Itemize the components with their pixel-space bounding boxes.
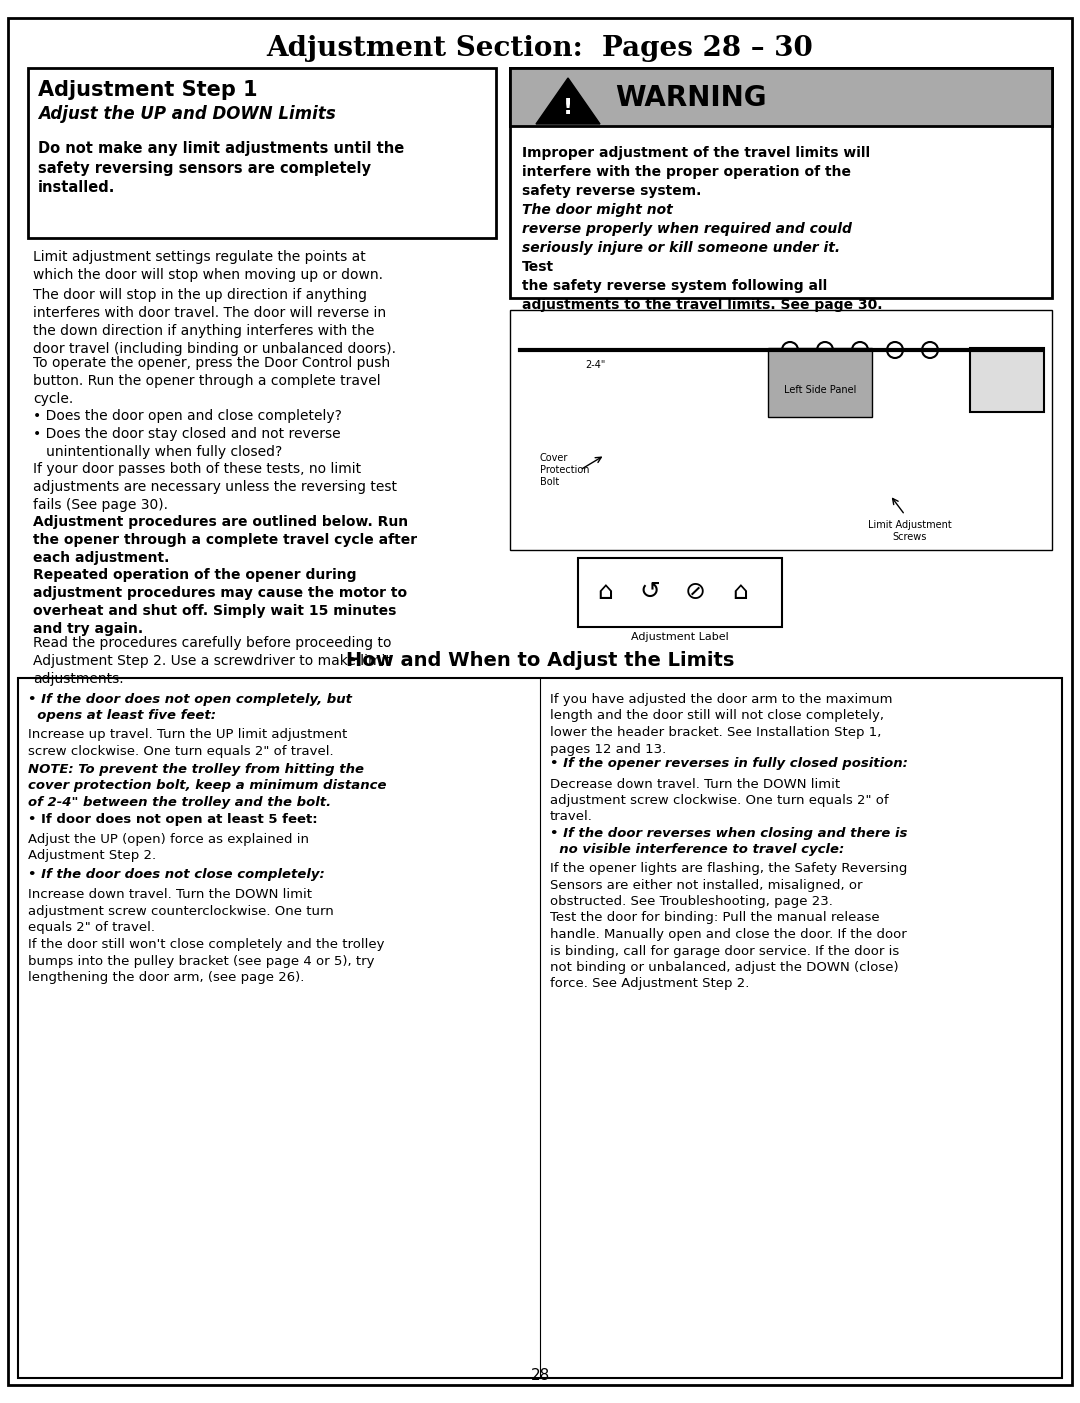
FancyBboxPatch shape — [510, 310, 1052, 550]
Text: Adjust the UP (open) force as explained in
Adjustment Step 2.: Adjust the UP (open) force as explained … — [28, 833, 309, 863]
FancyBboxPatch shape — [510, 67, 1052, 126]
FancyBboxPatch shape — [768, 348, 872, 417]
Text: interfere with the proper operation of the: interfere with the proper operation of t… — [522, 166, 851, 180]
Text: 28: 28 — [530, 1368, 550, 1382]
Text: !: ! — [563, 98, 573, 118]
FancyBboxPatch shape — [18, 678, 1062, 1378]
Text: the safety reverse system following all: the safety reverse system following all — [522, 279, 827, 293]
Text: safety reverse system.: safety reverse system. — [522, 184, 701, 198]
Text: If your door passes both of these tests, no limit
adjustments are necessary unle: If your door passes both of these tests,… — [33, 462, 397, 512]
Text: Cover
Protection
Bolt: Cover Protection Bolt — [540, 453, 590, 487]
Text: Test the door for binding: Pull the manual release
handle. Manually open and clo: Test the door for binding: Pull the manu… — [550, 912, 907, 991]
Polygon shape — [536, 79, 600, 123]
Text: Limit Adjustment
Screws: Limit Adjustment Screws — [868, 521, 951, 542]
FancyBboxPatch shape — [510, 67, 1052, 297]
Text: • If the opener reverses in fully closed position:: • If the opener reverses in fully closed… — [550, 758, 908, 770]
Text: Adjustment Step 1: Adjustment Step 1 — [38, 80, 258, 100]
Text: Do not make any limit adjustments until the
safety reversing sensors are complet: Do not make any limit adjustments until … — [38, 140, 404, 195]
Text: ⌂: ⌂ — [597, 579, 613, 605]
Text: Decrease down travel. Turn the DOWN limit
adjustment screw clockwise. One turn e: Decrease down travel. Turn the DOWN limi… — [550, 777, 889, 824]
Text: Repeated operation of the opener during
adjustment procedures may cause the moto: Repeated operation of the opener during … — [33, 568, 407, 636]
FancyBboxPatch shape — [578, 558, 782, 627]
Text: The door might not: The door might not — [522, 203, 673, 217]
Text: ⊘: ⊘ — [685, 579, 705, 605]
Text: WARNING: WARNING — [615, 84, 767, 112]
Text: Test: Test — [522, 260, 554, 274]
Text: Limit adjustment settings regulate the points at
which the door will stop when m: Limit adjustment settings regulate the p… — [33, 250, 383, 282]
FancyBboxPatch shape — [970, 348, 1044, 412]
Text: • If the door does not close completely:: • If the door does not close completely: — [28, 868, 325, 881]
Text: Adjustment procedures are outlined below. Run
the opener through a complete trav: Adjustment procedures are outlined below… — [33, 515, 417, 564]
Text: To operate the opener, press the Door Control push
button. Run the opener throug: To operate the opener, press the Door Co… — [33, 356, 390, 405]
Text: Improper adjustment of the travel limits will: Improper adjustment of the travel limits… — [522, 146, 870, 160]
Text: Left Side Panel: Left Side Panel — [784, 384, 856, 396]
Text: Increase down travel. Turn the DOWN limit
adjustment screw counterclockwise. One: Increase down travel. Turn the DOWN limi… — [28, 888, 334, 934]
Text: How and When to Adjust the Limits: How and When to Adjust the Limits — [346, 651, 734, 669]
Text: reverse properly when required and could: reverse properly when required and could — [522, 222, 852, 236]
Text: seriously injure or kill someone under it.: seriously injure or kill someone under i… — [522, 241, 840, 255]
Text: • If the door does not open completely, but
  opens at least five feet:: • If the door does not open completely, … — [28, 693, 352, 723]
Text: If you have adjusted the door arm to the maximum
length and the door still will : If you have adjusted the door arm to the… — [550, 693, 892, 755]
Text: If the opener lights are flashing, the Safety Reversing
Sensors are either not i: If the opener lights are flashing, the S… — [550, 861, 907, 908]
Text: • If the door reverses when closing and there is
  no visible interference to tr: • If the door reverses when closing and … — [550, 826, 907, 856]
Text: adjustments to the travel limits. See page 30.: adjustments to the travel limits. See pa… — [522, 297, 882, 311]
Text: ⌂: ⌂ — [732, 579, 748, 605]
Text: • Does the door open and close completely?
• Does the door stay closed and not r: • Does the door open and close completel… — [33, 410, 342, 459]
Text: If the door still won't close completely and the trolley
bumps into the pulley b: If the door still won't close completely… — [28, 939, 384, 984]
Text: Adjust the UP and DOWN Limits: Adjust the UP and DOWN Limits — [38, 105, 336, 123]
Text: Adjustment Label: Adjustment Label — [631, 631, 729, 643]
Text: 2-4": 2-4" — [584, 361, 605, 370]
Text: Adjustment Section:  Pages 28 – 30: Adjustment Section: Pages 28 – 30 — [267, 35, 813, 62]
FancyBboxPatch shape — [28, 67, 496, 239]
Text: ↺: ↺ — [639, 579, 661, 605]
Text: NOTE: To prevent the trolley from hitting the
cover protection bolt, keep a mini: NOTE: To prevent the trolley from hittin… — [28, 763, 387, 810]
FancyBboxPatch shape — [510, 67, 1052, 126]
Text: Increase up travel. Turn the UP limit adjustment
screw clockwise. One turn equal: Increase up travel. Turn the UP limit ad… — [28, 728, 348, 758]
Text: • If door does not open at least 5 feet:: • If door does not open at least 5 feet: — [28, 812, 318, 825]
Text: Read the procedures carefully before proceeding to
Adjustment Step 2. Use a scre: Read the procedures carefully before pro… — [33, 636, 391, 686]
Text: The door will stop in the up direction if anything
interferes with door travel. : The door will stop in the up direction i… — [33, 288, 396, 355]
